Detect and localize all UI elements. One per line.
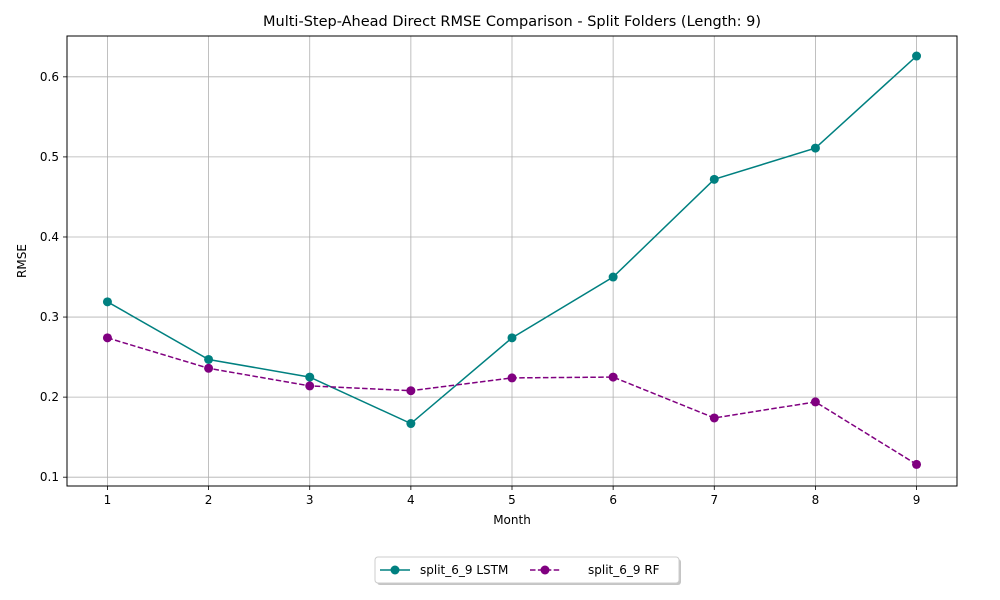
data-point [102, 333, 112, 343]
data-point [507, 333, 517, 343]
data-point [507, 373, 517, 383]
legend-label: split_6_9 RF [588, 563, 660, 577]
data-point [709, 174, 719, 184]
x-tick-label: 7 [710, 493, 718, 507]
data-point [608, 272, 618, 282]
data-point [912, 459, 922, 469]
y-tick-label: 0.5 [40, 150, 59, 164]
y-axis-ticks: 0.1 0.2 0.3 0.4 0.5 0.6 [40, 70, 67, 484]
x-tick-label: 1 [104, 493, 112, 507]
series-lstm [102, 51, 922, 429]
x-tick-label: 6 [609, 493, 617, 507]
data-point [204, 363, 214, 373]
x-tick-label: 2 [205, 493, 213, 507]
data-point [810, 397, 820, 407]
data-point [608, 372, 618, 382]
data-point [912, 51, 922, 61]
series-rf [102, 333, 922, 469]
x-axis-label: Month [493, 513, 531, 527]
legend-box [374, 556, 680, 584]
data-point [305, 372, 315, 382]
grid [67, 36, 957, 486]
data-point [406, 386, 416, 396]
y-tick-label: 0.4 [40, 230, 59, 244]
x-tick-label: 8 [812, 493, 820, 507]
chart-title: Multi-Step-Ahead Direct RMSE Comparison … [263, 14, 761, 30]
x-tick-label: 9 [913, 493, 921, 507]
data-point [204, 354, 214, 364]
x-axis-ticks: 1 2 3 4 5 6 7 8 9 [104, 486, 921, 507]
y-tick-label: 0.6 [40, 70, 59, 84]
plot-frame [66, 35, 958, 487]
y-tick-label: 0.1 [40, 470, 59, 484]
y-tick-label: 0.2 [40, 390, 59, 404]
legend-label: split_6_9 LSTM [420, 563, 508, 577]
legend-marker [540, 565, 550, 575]
x-tick-label: 4 [407, 493, 415, 507]
x-tick-label: 3 [306, 493, 314, 507]
y-tick-label: 0.3 [40, 310, 59, 324]
x-tick-label: 5 [508, 493, 516, 507]
data-point [406, 419, 416, 429]
data-point [305, 381, 315, 391]
y-axis-label: RMSE [15, 244, 29, 278]
series-group [102, 51, 922, 469]
data-point [102, 297, 112, 307]
data-point [709, 413, 719, 423]
data-point [810, 143, 820, 153]
legend-marker [390, 565, 400, 575]
legend: split_6_9 LSTM split_6_9 RF [374, 556, 681, 585]
